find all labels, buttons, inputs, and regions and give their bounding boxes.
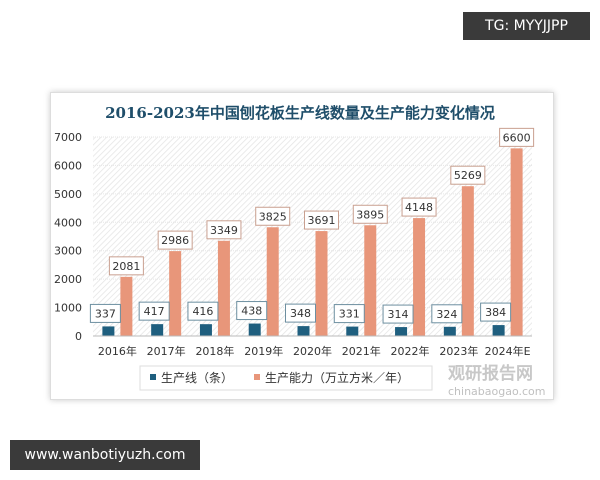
data-label-box (333, 304, 365, 324)
data-label-lines: 337 (95, 307, 116, 320)
data-label-box (499, 127, 535, 147)
legend-swatch-lines (150, 374, 156, 380)
data-label-box (285, 303, 316, 323)
data-label-box (431, 304, 463, 324)
data-label-capacity: 3349 (210, 224, 238, 237)
y-tick-label: 2000 (54, 273, 82, 286)
watermark-en: chinabaogao.com (448, 385, 546, 398)
data-label-capacity: 6600 (503, 131, 531, 144)
data-label-lines: 331 (339, 308, 360, 321)
data-label-lines: 314 (388, 308, 409, 321)
site-label: www.wanbotiyuzh.com (10, 440, 200, 470)
bar-lines (151, 324, 164, 336)
data-label-box (108, 256, 144, 276)
data-label-lines: 348 (290, 307, 311, 320)
legend: 生产线（条） 生产能力（万立方米／年） (139, 365, 433, 391)
y-tick-label: 0 (75, 330, 82, 343)
data-label-box (352, 204, 388, 224)
data-label-box (157, 230, 193, 250)
bar-lines (346, 326, 359, 336)
tg-label: TG: MYYJJPP (463, 12, 590, 40)
bar-capacity (510, 148, 523, 336)
watermark-cn: 观研报告网 (447, 363, 533, 384)
data-label-box (401, 197, 437, 217)
data-label-box (89, 303, 121, 323)
legend-label-lines: 生产线（条） (161, 371, 233, 385)
data-label-box (255, 206, 291, 226)
bar-capacity (169, 251, 182, 336)
data-label-lines: 416 (192, 305, 213, 318)
chart-title: 2016-2023年中国刨花板生产线数量及生产能力变化情况 (105, 104, 495, 122)
bar-capacity (120, 276, 133, 336)
data-label-box (206, 220, 242, 240)
data-label-box (138, 301, 170, 321)
bar-lines (492, 325, 505, 336)
data-label-lines: 417 (144, 305, 165, 318)
y-tick-label: 4000 (54, 216, 82, 229)
bar-capacity (413, 218, 426, 336)
legend-swatch-capacity (254, 374, 260, 380)
x-tick-label: 2024年E (485, 344, 531, 358)
bar-lines (443, 326, 456, 336)
data-label-capacity: 5269 (454, 169, 482, 182)
bar-lines (297, 326, 310, 336)
y-tick-label: 5000 (54, 188, 82, 201)
bar-lines (248, 323, 261, 336)
y-tick-label: 6000 (54, 159, 82, 172)
x-tick-label: 2018年 (195, 344, 234, 358)
data-label-capacity: 4148 (405, 201, 433, 214)
bar-capacity (217, 240, 230, 336)
bar-capacity (364, 225, 377, 336)
bar-capacity (315, 231, 328, 336)
x-tick-label: 2021年 (342, 344, 381, 358)
data-label-box (236, 301, 268, 321)
data-label-capacity: 3895 (356, 208, 384, 221)
data-label-capacity: 2986 (161, 234, 189, 247)
bar-capacity (266, 227, 279, 336)
data-label-box (382, 304, 414, 324)
data-label-box (187, 301, 219, 321)
data-label-capacity: 3825 (259, 210, 287, 223)
bar-capacity (461, 186, 474, 336)
x-tick-label: 2017年 (147, 344, 186, 358)
data-label-lines: 324 (436, 308, 457, 321)
y-tick-label: 3000 (54, 245, 82, 258)
y-tick-label: 1000 (54, 302, 82, 315)
x-tick-label: 2023年 (439, 344, 478, 358)
data-label-box (304, 210, 339, 230)
x-tick-label: 2022年 (391, 344, 430, 358)
x-tick-label: 2020年 (293, 344, 332, 358)
data-label-box (480, 302, 512, 322)
data-label-capacity: 3691 (308, 214, 336, 227)
x-tick-label: 2019年 (244, 344, 283, 358)
bar-lines (102, 326, 115, 336)
x-tick-label: 2016年 (98, 344, 137, 358)
bar-lines (199, 324, 212, 336)
data-label-lines: 438 (241, 305, 262, 318)
bar-lines (395, 327, 408, 336)
y-tick-label: 7000 (54, 131, 82, 144)
data-label-box (450, 165, 486, 185)
data-label-lines: 384 (485, 306, 506, 319)
legend-label-capacity: 生产能力（万立方米／年） (265, 370, 409, 385)
data-label-capacity: 2081 (112, 260, 140, 273)
